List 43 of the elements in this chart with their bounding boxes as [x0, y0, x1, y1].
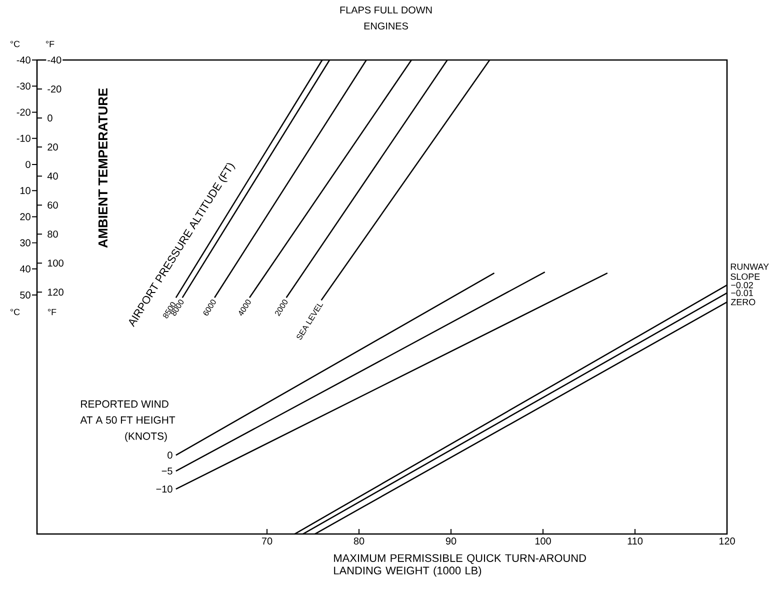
- series-label: −10: [156, 486, 172, 493]
- chart-subtitle: ENGINES: [364, 22, 408, 30]
- y-tick-label: -40: [16, 56, 30, 64]
- y2-tick-label: -20: [48, 85, 62, 93]
- chart-title: FLAPS FULL DOWN: [340, 6, 432, 14]
- annotation: °F: [48, 308, 56, 316]
- text: °C: [10, 40, 20, 48]
- x-tick-label: 90: [446, 538, 456, 545]
- y2-tick-label: 60: [48, 202, 58, 209]
- y-tick-label: -10: [16, 134, 30, 142]
- y-tick-label: 10: [20, 187, 30, 194]
- y2-tick-label: 20: [48, 144, 58, 151]
- x-tick-label: 120: [719, 538, 735, 545]
- y2-tick-label: -40: [48, 56, 62, 64]
- y-tick-label: 20: [20, 213, 30, 220]
- x-tick-label: 110: [628, 538, 643, 545]
- series-label: −0.02: [731, 282, 753, 288]
- y2-tick-label: 0: [48, 114, 52, 122]
- annotation: AT A 50 FT HEIGHT: [80, 416, 176, 424]
- annotation: REPORTED WIND: [81, 400, 168, 408]
- y-tick-label: -20: [16, 108, 30, 116]
- y2-axis-title: AMBIENT TEMPERATURE: [98, 88, 108, 248]
- y-tick-label: 40: [20, 265, 30, 272]
- x-tick-label: 70: [262, 538, 272, 545]
- series-label: −5: [162, 468, 172, 475]
- text: RUNWAY SLOPE: [730, 264, 769, 280]
- y2-tick-label: 40: [47, 172, 58, 180]
- y2-tick-label: 100: [48, 260, 64, 267]
- x-tick-label: 100: [535, 538, 551, 545]
- text: °F: [46, 40, 54, 48]
- annotation: (KNOTS): [125, 432, 167, 442]
- series-label: −0.01: [731, 290, 753, 296]
- y2-tick-label: 120: [48, 288, 64, 296]
- y-tick-label: 30: [20, 239, 30, 246]
- y-tick-label: 0: [26, 160, 30, 168]
- x-tick-label: 80: [354, 538, 364, 545]
- series-label: 0: [168, 452, 172, 459]
- y-tick-label: 50: [20, 292, 30, 299]
- y2-tick-label: 80: [48, 230, 58, 238]
- x-axis-title: MAXIMUM PERMISSIBLE QUICK TURN-AROUND LANDING WEIGHT (1000 LB): [334, 554, 586, 577]
- series-label: ZERO: [730, 298, 756, 306]
- text: °C: [10, 308, 20, 316]
- y-tick-label: -30: [16, 82, 30, 90]
